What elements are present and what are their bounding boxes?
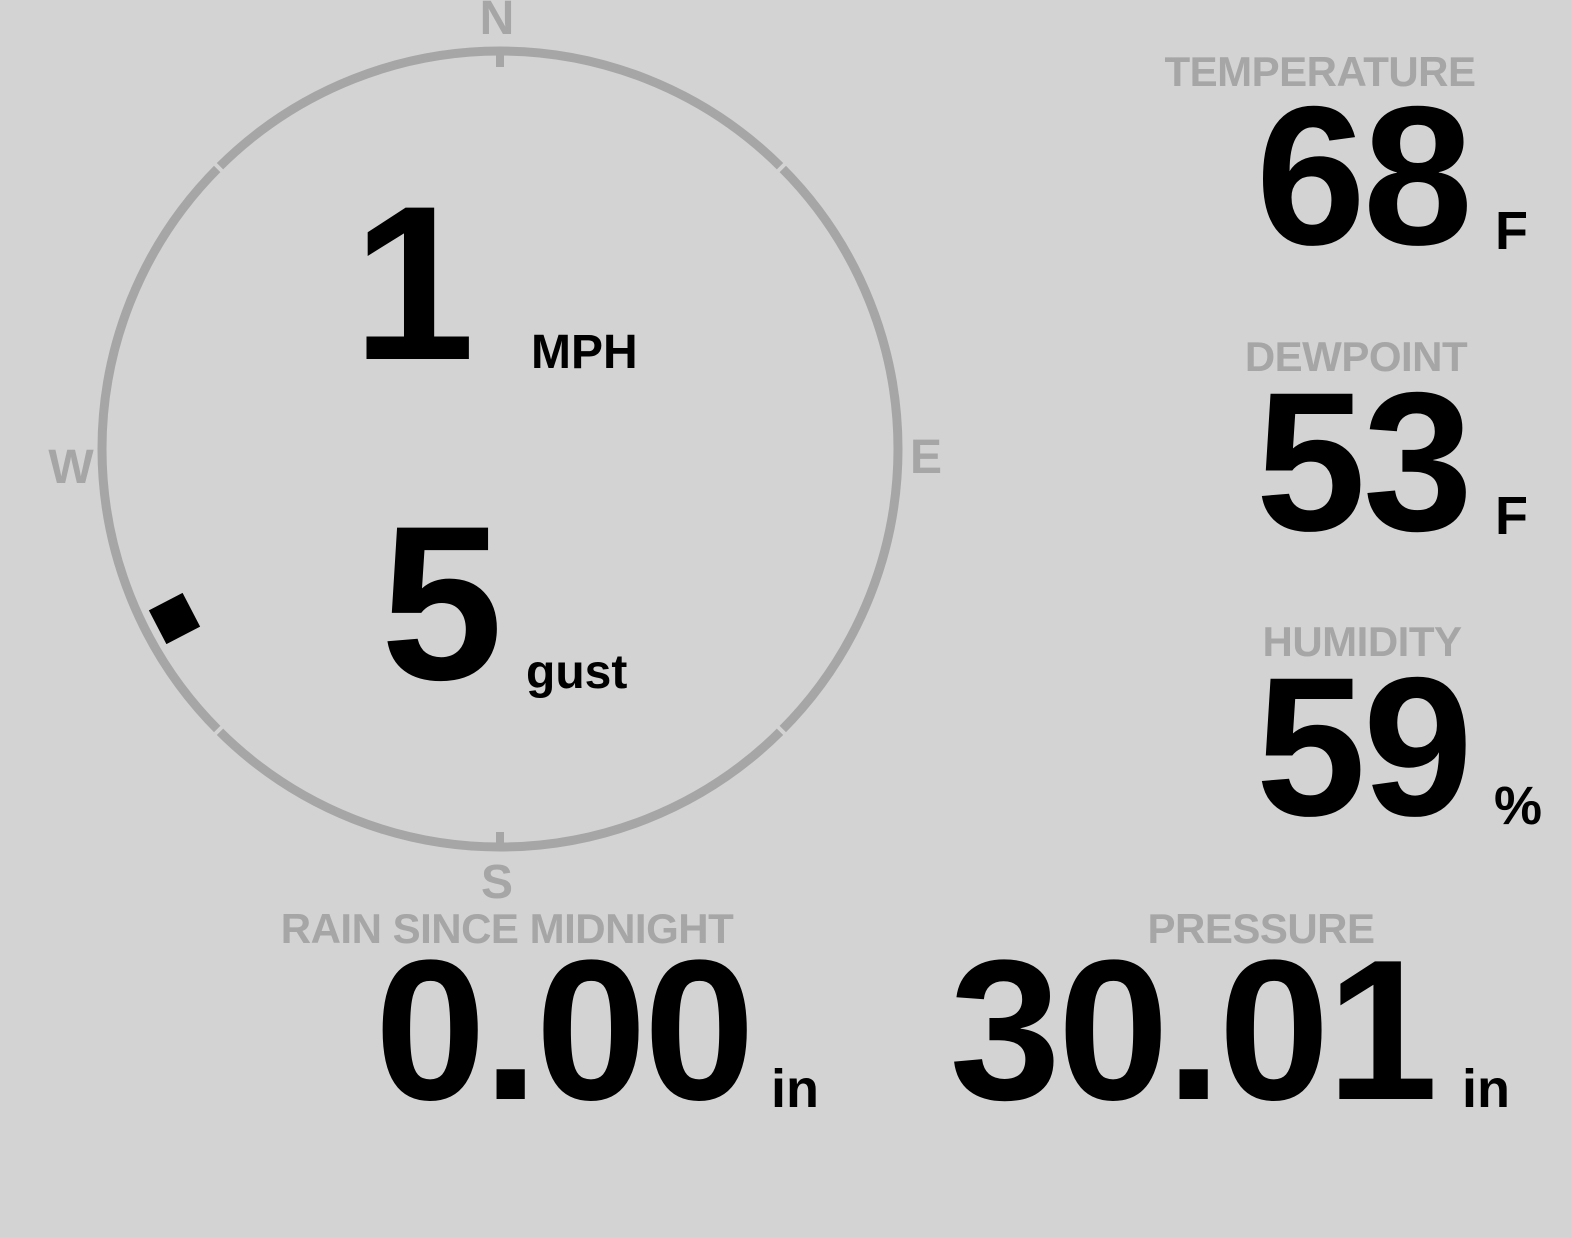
dewpoint-header: DEWPOINT [1244, 333, 1468, 380]
compass-label-north: N [479, 0, 515, 45]
wind-gust-unit: gust [526, 646, 628, 699]
rain-value: 0.00 [374, 919, 755, 1142]
humidity-value: 59 [1255, 636, 1473, 857]
compass-tick-north [496, 54, 504, 67]
dewpoint-unit: F [1495, 486, 1528, 546]
pressure-value: 30.01 [949, 919, 1438, 1142]
pressure-header: PRESSURE [1147, 905, 1375, 952]
rain-header: RAIN SINCE MIDNIGHT [280, 905, 734, 952]
temperature-unit: F [1495, 201, 1528, 261]
wind-speed-unit: MPH [531, 326, 638, 379]
compass-tick-south [496, 832, 504, 845]
pressure-unit: in [1462, 1059, 1510, 1119]
compass-label-west: W [48, 441, 94, 494]
wind-speed-value: 1 [352, 160, 475, 406]
wind-direction-marker [148, 592, 201, 645]
humidity-header: HUMIDITY [1262, 618, 1463, 665]
compass-label-south: S [480, 856, 514, 909]
compass-ring-gaps [207, 156, 793, 742]
compass-ring [97, 46, 903, 852]
wind-gust-value: 5 [380, 480, 503, 726]
wind-compass-gauge [97, 46, 903, 852]
compass-label-east: E [909, 431, 943, 484]
temperature-value: 68 [1255, 65, 1473, 286]
temperature-header: TEMPERATURE [1164, 48, 1476, 95]
humidity-unit: % [1494, 776, 1543, 836]
dewpoint-value: 53 [1255, 351, 1473, 572]
rain-unit: in [771, 1059, 819, 1119]
